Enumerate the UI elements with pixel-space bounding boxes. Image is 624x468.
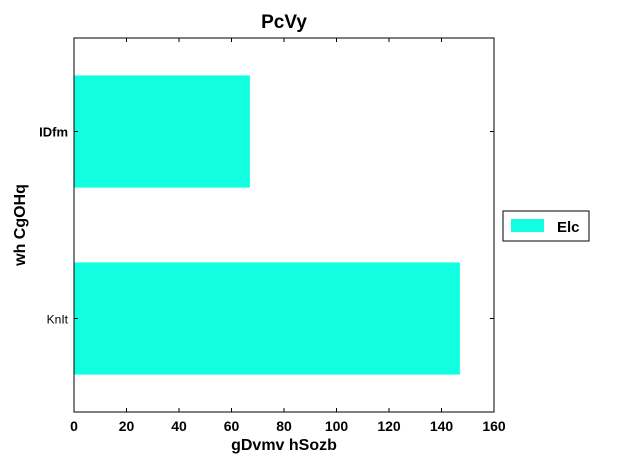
x-tick-label: 160 — [482, 418, 506, 434]
legend-label: Elc — [557, 219, 580, 236]
bars-group — [74, 75, 460, 375]
y-tick-label: KnIt — [47, 313, 69, 327]
y-tick-label: IDfm — [39, 125, 68, 140]
x-tick-label: 80 — [276, 418, 292, 434]
x-tick-label: 100 — [325, 418, 349, 434]
bar-idfm — [74, 75, 250, 188]
legend: Elc — [502, 210, 590, 242]
x-tick-label: 0 — [70, 418, 78, 434]
x-tick-label: 120 — [377, 418, 401, 434]
bar-knit — [74, 262, 460, 375]
y-axis-ticks: KnIt IDfm — [39, 125, 494, 327]
chart-title: PcVy — [261, 12, 307, 33]
x-tick-label: 40 — [171, 418, 187, 434]
legend-swatch — [511, 219, 544, 232]
y-axis-label: wh CgOHq — [12, 184, 29, 267]
x-tick-label: 60 — [224, 418, 240, 434]
x-tick-label: 140 — [430, 418, 454, 434]
x-axis-label: gDvmv hSozb — [231, 437, 337, 454]
x-tick-label: 20 — [119, 418, 135, 434]
x-axis-ticks: 0 20 40 60 80 100 120 140 160 — [70, 38, 506, 434]
